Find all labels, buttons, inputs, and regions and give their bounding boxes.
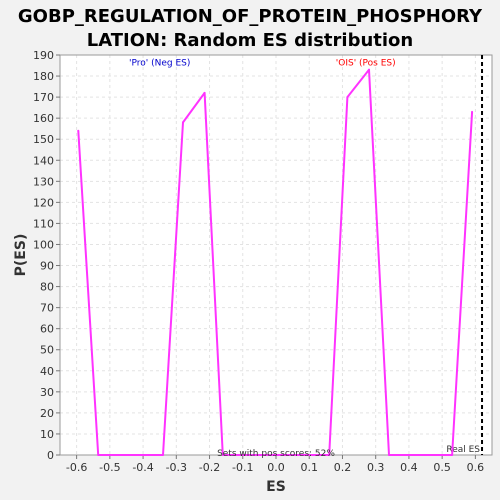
series-point bbox=[451, 454, 454, 456]
x-tick-label: -0.5 bbox=[99, 461, 120, 474]
chart-title-line: LATION: Random ES distribution bbox=[87, 30, 414, 51]
series-point bbox=[471, 110, 474, 113]
y-tick-label: 60 bbox=[40, 323, 54, 336]
real-es-label: Real ES bbox=[446, 445, 480, 455]
y-tick-label: 30 bbox=[40, 386, 54, 399]
y-tick-label: 120 bbox=[33, 196, 54, 209]
annotation-label: 'Pro' (Neg ES) bbox=[129, 58, 190, 68]
x-tick-label: -0.6 bbox=[66, 461, 87, 474]
series-point bbox=[221, 454, 224, 456]
y-tick-label: 160 bbox=[33, 112, 54, 125]
y-tick-label: 170 bbox=[33, 91, 54, 104]
y-tick-label: 50 bbox=[40, 344, 54, 357]
series-point bbox=[97, 454, 100, 456]
series-point bbox=[368, 68, 371, 71]
annotation-label: 'OIS' (Pos ES) bbox=[336, 58, 396, 68]
y-tick-label: 70 bbox=[40, 302, 54, 315]
series-point bbox=[77, 129, 80, 132]
x-tick-label: 0.6 bbox=[467, 461, 485, 474]
series-line bbox=[77, 68, 474, 456]
y-tick-label: 80 bbox=[40, 281, 54, 294]
series-point bbox=[387, 454, 390, 456]
x-tick-label: 0.0 bbox=[267, 461, 285, 474]
y-tick-label: 90 bbox=[40, 260, 54, 273]
y-tick-label: 0 bbox=[47, 449, 54, 462]
y-tick-label: 150 bbox=[33, 133, 54, 146]
y-tick-label: 100 bbox=[33, 238, 54, 251]
series-point bbox=[346, 96, 349, 99]
series-point bbox=[203, 91, 206, 94]
series-point bbox=[328, 454, 331, 456]
x-axis-title: ES bbox=[266, 479, 286, 495]
y-tick-label: 40 bbox=[40, 365, 54, 378]
y-axis-title: P(ES) bbox=[13, 234, 29, 277]
x-tick-label: 0.1 bbox=[300, 461, 318, 474]
y-tick-label: 10 bbox=[40, 428, 54, 441]
x-tick-label: -0.4 bbox=[132, 461, 153, 474]
chart-title-line: GOBP_REGULATION_OF_PROTEIN_PHOSPHORY bbox=[18, 6, 483, 27]
x-tick-label: -0.1 bbox=[232, 461, 253, 474]
x-tick-label: 0.4 bbox=[400, 461, 418, 474]
y-tick-label: 130 bbox=[33, 175, 54, 188]
x-tick-label: 0.5 bbox=[433, 461, 451, 474]
x-tick-label: -0.2 bbox=[199, 461, 220, 474]
x-tick-label: 0.3 bbox=[367, 461, 385, 474]
series-point bbox=[162, 454, 165, 456]
series-point bbox=[181, 121, 184, 124]
y-tick-label: 110 bbox=[33, 217, 54, 230]
y-tick-label: 180 bbox=[33, 70, 54, 83]
x-tick-label: -0.3 bbox=[166, 461, 187, 474]
x-tick-label: 0.2 bbox=[334, 461, 352, 474]
y-tick-label: 190 bbox=[33, 49, 54, 62]
y-tick-label: 20 bbox=[40, 407, 54, 420]
y-tick-label: 140 bbox=[33, 154, 54, 167]
annotation-label: Sets with pos scores: 52% bbox=[217, 449, 335, 459]
